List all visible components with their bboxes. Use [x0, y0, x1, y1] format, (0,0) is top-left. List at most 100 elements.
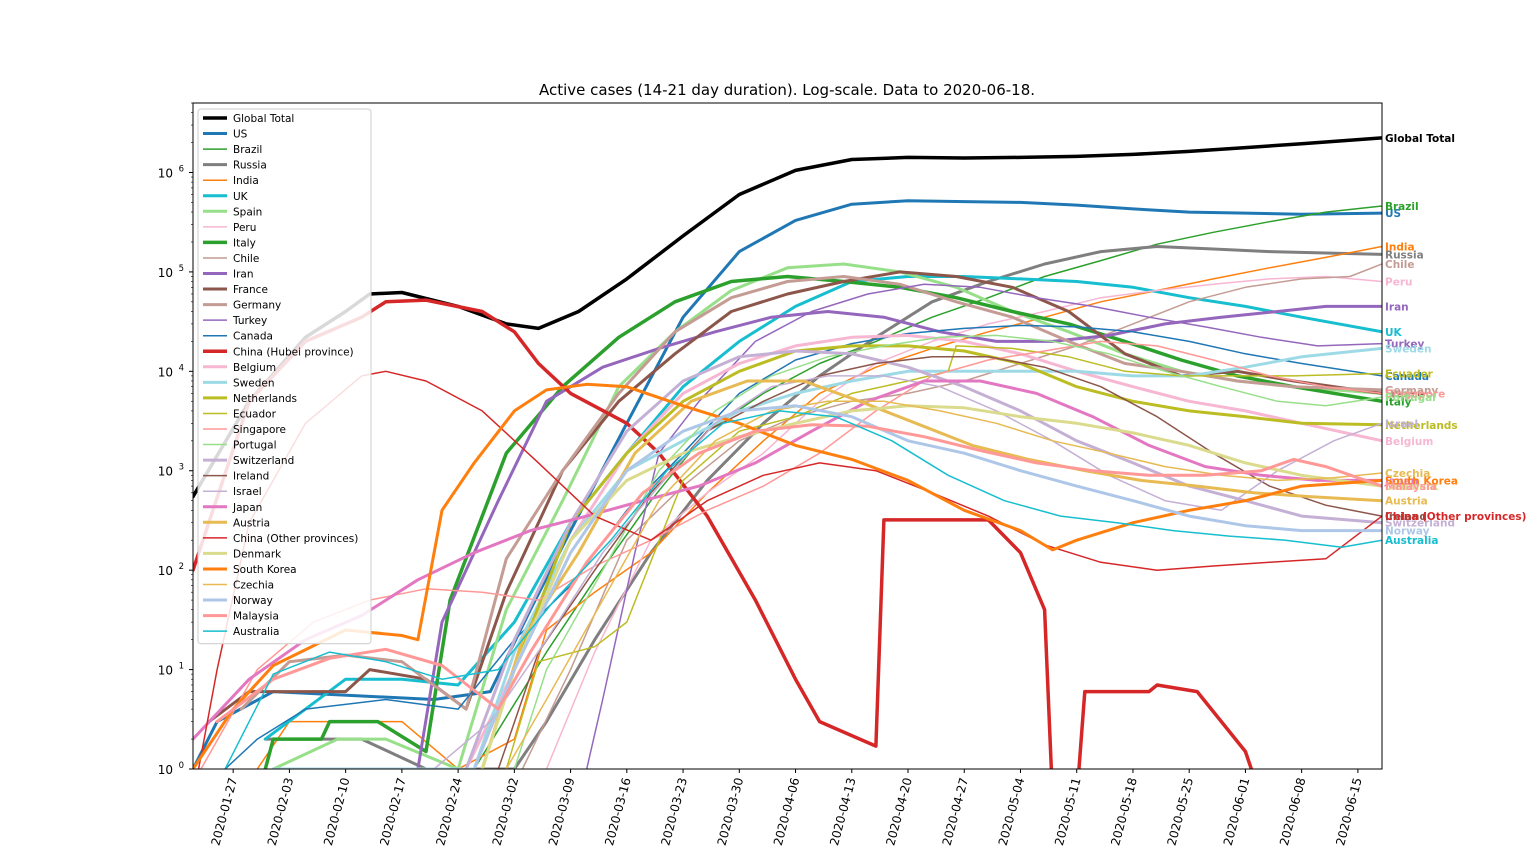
x-tick-label: 2020-05-25: [1165, 776, 1197, 847]
series-line-25: [193, 379, 1382, 741]
y-tick-label: 10: [158, 166, 173, 180]
series-end-label: Switzerland: [1385, 518, 1455, 530]
series-end-label: Israel: [1385, 418, 1418, 430]
series-end-label: Sweden: [1385, 343, 1432, 355]
series-end-label: South Korea: [1385, 475, 1458, 487]
legend-label: Spain: [233, 206, 262, 218]
legend-label: UK: [233, 191, 249, 203]
series-end-label: France: [1385, 388, 1425, 400]
series-line-15: [193, 298, 1254, 769]
legend-label: China (Hubei province): [233, 346, 354, 358]
series-end-label: Ecuador: [1385, 369, 1434, 381]
x-tick-label: 2020-05-04: [996, 776, 1028, 847]
legend-label: Germany: [233, 300, 281, 312]
legend-label: Canada: [233, 331, 273, 343]
series-end-label: Singapore: [1385, 388, 1445, 400]
y-axis: 10 0 10 1 10 2 10 3 10 4 10 5 10 6: [158, 102, 193, 777]
legend-label: Iran: [233, 269, 254, 281]
legend-label: Israel: [233, 486, 262, 498]
y-tick-label: 10: [158, 465, 173, 479]
x-tick-label: 2020-03-09: [546, 776, 578, 847]
legend-label: France: [233, 284, 268, 296]
x-tick-label: 2020-04-06: [771, 776, 803, 847]
series-line-28: [480, 404, 1382, 769]
series-end-label: Russia: [1385, 249, 1424, 261]
series-layer: [193, 136, 1382, 769]
legend-label: Peru: [233, 222, 256, 234]
series-end-label: UK: [1385, 327, 1403, 339]
legend-label: Turkey: [232, 315, 267, 327]
series-line-8: [263, 274, 1382, 769]
legend-label: South Korea: [233, 564, 297, 576]
series-end-label: Brazil: [1385, 201, 1419, 213]
legend-label: Ecuador: [233, 408, 277, 420]
x-tick-label: 2020-04-20: [883, 776, 915, 847]
legend-label: China (Other provinces): [233, 533, 358, 545]
series-line-29: [193, 382, 1382, 769]
y-tick-exponent: 5: [179, 264, 184, 274]
x-tick-label: 2020-02-10: [321, 776, 353, 847]
series-end-label: Norway: [1385, 526, 1430, 538]
series-line-33: [224, 410, 1382, 769]
series-line-19: [505, 345, 1382, 769]
legend-label: Netherlands: [233, 393, 297, 405]
legend-label: Brazil: [233, 144, 262, 156]
series-end-label: Chile: [1385, 259, 1415, 271]
series-line-30: [505, 400, 1382, 769]
plot-frame: [192, 102, 1383, 770]
legend-label: Italy: [233, 237, 256, 249]
y-tick-exponent: 4: [179, 363, 184, 373]
series-end-label: Global Total: [1385, 133, 1455, 145]
y-tick-label: 10: [158, 365, 173, 379]
x-tick-label: 2020-02-03: [265, 776, 297, 847]
y-tick-label: 10: [158, 664, 173, 678]
legend-label: US: [233, 129, 248, 141]
x-tick-label: 2020-06-15: [1333, 776, 1365, 847]
y-tick-exponent: 3: [179, 463, 184, 473]
series-line-31: [472, 404, 1382, 769]
legend-label: Sweden: [233, 377, 275, 389]
x-tick-label: 2020-06-08: [1277, 776, 1309, 847]
y-tick-exponent: 2: [179, 562, 184, 572]
legend-label: Norway: [233, 595, 273, 607]
series-end-label: China (Other provinces): [1385, 511, 1526, 523]
series-end-label: Portugal: [1385, 392, 1436, 404]
series-end-label: Belgium: [1385, 436, 1433, 448]
y-tick-exponent: 0: [179, 761, 184, 771]
chart-title: Active cases (14-21 day duration). Log-s…: [539, 81, 1035, 99]
series-line-3: [263, 245, 1382, 769]
x-tick-label: 2020-03-30: [715, 776, 747, 847]
series-end-label: Australia: [1385, 535, 1438, 547]
legend-label: Australia: [233, 626, 279, 638]
series-line-14: [224, 324, 1382, 769]
y-tick-exponent: 1: [179, 662, 184, 672]
x-axis: 2020-01-27 2020-02-03 2020-02-10 2020-02-17…: [208, 769, 1365, 847]
series-end-label: Malaysia: [1385, 481, 1437, 493]
series-line-11: [207, 270, 1382, 724]
legend-label: Global Total: [233, 113, 294, 125]
y-tick-label: 10: [158, 266, 173, 280]
series-end-label: Turkey: [1385, 339, 1424, 351]
legend-label: Chile: [233, 253, 259, 265]
legend-label: Portugal: [233, 440, 277, 452]
series-end-label: Netherlands: [1385, 420, 1458, 432]
y-tick-exponent: 6: [179, 164, 184, 174]
series-end-label: Japan: [1384, 475, 1418, 487]
legend-label: India: [233, 175, 259, 187]
legend: Global Total US Brazil Russia India UK Spain Pe…: [197, 108, 372, 645]
series-end-label: Canada: [1385, 371, 1429, 383]
x-tick-label: 2020-06-01: [1221, 776, 1253, 847]
legend-label: Austria: [233, 517, 270, 529]
series-end-label: Italy: [1385, 396, 1412, 408]
x-tick-label: 2020-02-17: [377, 776, 409, 847]
series-line-18: [480, 344, 1382, 769]
series-end-label: Germany: [1385, 385, 1438, 397]
legend-label: Belgium: [233, 362, 276, 374]
series-end-label: Czechia: [1385, 468, 1430, 480]
series-end-label: Denmark: [1385, 481, 1440, 493]
legend-label: Japan: [232, 502, 262, 514]
series-line-1: [193, 199, 1382, 769]
legend-label: Czechia: [233, 580, 274, 592]
